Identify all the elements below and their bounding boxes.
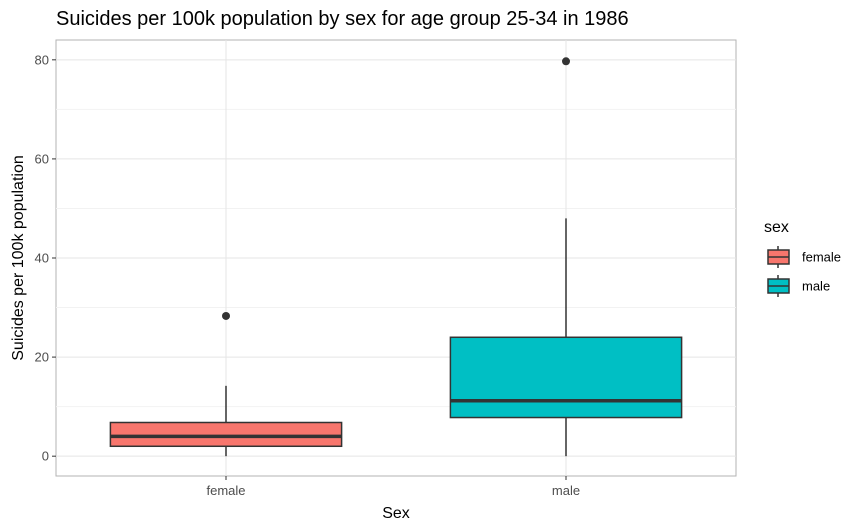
legend-entry-female: female (767, 246, 841, 268)
box-series (109, 57, 683, 457)
outlier-point (562, 57, 570, 66)
legend-entry-male: male (767, 275, 830, 297)
outlier-point (222, 311, 230, 320)
y-tick-label: 40 (35, 251, 49, 266)
y-tick-label: 60 (35, 151, 49, 166)
y-axis-ticks: 0 20 40 60 80 (35, 52, 56, 464)
box-iqr (109, 421, 343, 448)
y-tick-label: 0 (42, 449, 49, 464)
y-tick-label: 20 (35, 350, 49, 365)
x-tick-label: female (206, 483, 245, 498)
x-axis-ticks: female male (206, 476, 580, 498)
box-iqr (449, 336, 683, 419)
legend: sex female male (764, 219, 841, 297)
x-tick-label: male (552, 483, 580, 498)
box-female (109, 311, 343, 457)
box-male (449, 57, 683, 457)
x-axis-title: Sex (382, 505, 410, 522)
chart-title: Suicides per 100k population by sex for … (56, 8, 629, 30)
legend-label: female (802, 250, 841, 265)
legend-title: sex (764, 219, 789, 236)
legend-label: male (802, 279, 830, 294)
y-tick-label: 80 (35, 52, 49, 67)
y-axis-title: Suicides per 100k population (10, 155, 27, 360)
